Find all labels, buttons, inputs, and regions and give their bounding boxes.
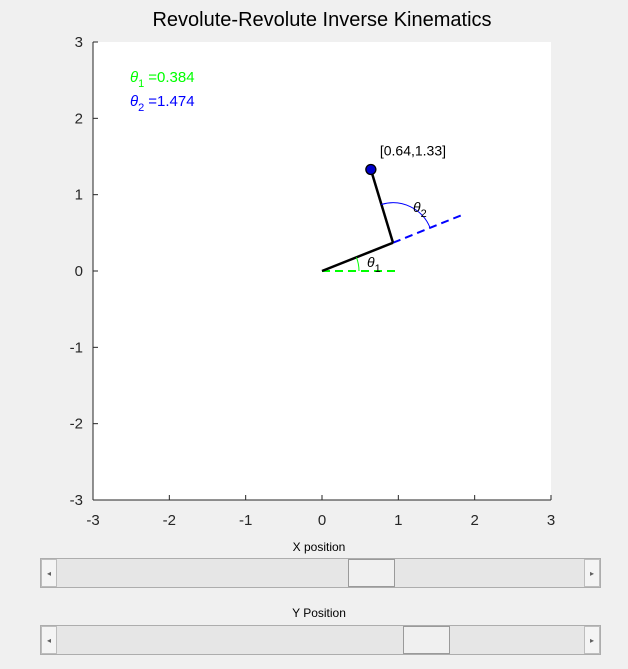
y-tick-label: -2 bbox=[70, 416, 83, 433]
x-slider-thumb[interactable] bbox=[348, 559, 396, 587]
y-position-slider[interactable]: ◂ ▸ bbox=[40, 625, 601, 655]
y-tick-label: -1 bbox=[70, 339, 83, 356]
y-slider-track[interactable] bbox=[57, 626, 584, 654]
y-slider-left-arrow-icon[interactable]: ◂ bbox=[41, 626, 57, 654]
x-slider-right-arrow-icon[interactable]: ▸ bbox=[584, 559, 600, 587]
end-effector-point bbox=[365, 163, 377, 176]
end-effector-label: [0.64,1.33] bbox=[380, 142, 446, 158]
x-tick-label: -1 bbox=[239, 512, 252, 529]
x-tick-label: 2 bbox=[470, 512, 478, 529]
plot-title: Revolute-Revolute Inverse Kinematics bbox=[152, 9, 491, 31]
x-tick-label: 3 bbox=[547, 512, 555, 529]
axes: -3 -2 -1 0 1 2 3 -3 -2 -1 0 1 2 3 bbox=[70, 34, 556, 529]
theta1-value-text: θ1 =0.384 bbox=[130, 69, 195, 90]
y-slider-label: Y Position bbox=[292, 606, 346, 620]
plot-marks: θ1 θ2 [0.64,1.33] bbox=[321, 142, 464, 275]
x-tick-label: -3 bbox=[86, 512, 99, 529]
theta2-arc bbox=[381, 202, 431, 229]
x-slider-left-arrow-icon[interactable]: ◂ bbox=[41, 559, 57, 587]
theta1-arc bbox=[355, 257, 360, 272]
y-slider-thumb[interactable] bbox=[403, 626, 451, 654]
x-tick-label: 1 bbox=[394, 512, 402, 529]
x-tick-label: -2 bbox=[163, 512, 176, 529]
y-tick-label: 2 bbox=[75, 110, 83, 127]
theta1-angle-label: θ1 bbox=[367, 254, 381, 275]
x-slider-track[interactable] bbox=[57, 559, 584, 587]
x-position-slider[interactable]: ◂ ▸ bbox=[40, 558, 601, 588]
y-tick-label: 1 bbox=[75, 187, 83, 204]
y-tick-label: 0 bbox=[75, 263, 83, 280]
y-tick-label: 3 bbox=[75, 34, 83, 51]
theta2-value-text: θ2 =1.474 bbox=[130, 93, 195, 114]
x-tick-label: 0 bbox=[318, 512, 326, 529]
link1-line bbox=[321, 241, 394, 273]
angle-legend: θ1 =0.384 θ2 =1.474 bbox=[130, 69, 195, 114]
link2-line bbox=[369, 169, 395, 244]
y-slider-right-arrow-icon[interactable]: ▸ bbox=[584, 626, 600, 654]
y-tick-label: -3 bbox=[70, 492, 83, 509]
x-slider-label: X position bbox=[292, 540, 346, 554]
theta2-angle-label: θ2 bbox=[413, 199, 427, 220]
